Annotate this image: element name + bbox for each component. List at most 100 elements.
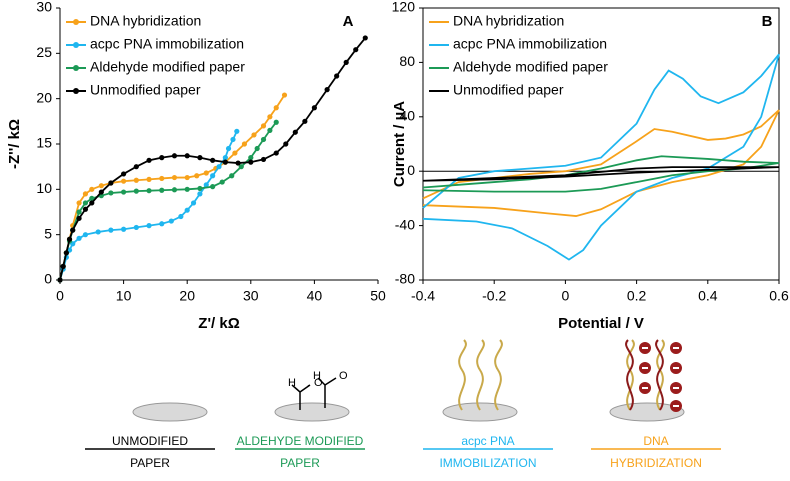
point (133, 188, 139, 194)
point (95, 229, 101, 235)
y-tick-label: 5 (44, 225, 52, 241)
legend-marker (73, 19, 79, 25)
diagram-label: acpc PNA (461, 434, 514, 448)
point (133, 164, 139, 170)
point (82, 200, 89, 206)
point (232, 150, 238, 156)
legend-marker (73, 88, 79, 94)
y-tick-label: 20 (36, 89, 52, 105)
point (146, 157, 152, 163)
point (66, 236, 73, 242)
diagram: H O H O (132, 339, 685, 422)
point (121, 226, 127, 232)
x-tick-label: -0.2 (482, 288, 506, 304)
x-tick-label: 50 (370, 288, 386, 304)
y-tick-label: 25 (36, 44, 52, 60)
point (283, 141, 289, 147)
point (260, 156, 267, 163)
series-line (59, 130, 238, 281)
point (171, 187, 178, 193)
point (108, 227, 114, 233)
legend-text: Aldehyde modified paper (90, 59, 245, 75)
x-tick-label: -0.4 (411, 288, 435, 304)
point (76, 209, 82, 215)
point (235, 160, 241, 166)
point (121, 171, 127, 177)
point (210, 184, 216, 190)
panel-label: A (343, 13, 354, 30)
point (260, 123, 267, 129)
point (219, 179, 225, 185)
point (76, 235, 82, 241)
diagram-label: HYBRIDIZATION (610, 456, 702, 470)
point (108, 190, 114, 196)
diagram-label: DNA (643, 434, 668, 448)
point (159, 175, 165, 182)
point (76, 200, 82, 206)
legend-text: Aldehyde modified paper (453, 59, 608, 75)
legend-text: Unmodified paper (453, 82, 564, 98)
series-line (422, 166, 780, 182)
disc (132, 402, 208, 422)
diagram-label: PAPER (130, 456, 170, 470)
point (57, 277, 63, 283)
point (98, 189, 104, 195)
point (171, 174, 178, 181)
x-tick-label: 0.4 (698, 288, 718, 304)
y-tick-label: -80 (395, 271, 415, 287)
point (146, 176, 152, 182)
atom: O (314, 377, 323, 389)
point (216, 164, 222, 170)
point (146, 223, 152, 229)
point (334, 73, 340, 79)
point (210, 173, 216, 179)
diagram-label: IMMOBILIZATION (439, 456, 536, 470)
panel-label: B (762, 13, 773, 30)
point (184, 186, 190, 192)
diagram-label: PAPER (280, 456, 320, 470)
point (197, 185, 203, 192)
point (89, 195, 95, 201)
point (267, 127, 273, 133)
point (203, 170, 209, 176)
point (82, 232, 89, 238)
y-tick-label: 120 (392, 0, 416, 15)
point (267, 114, 273, 120)
y-tick-label: 0 (44, 271, 52, 287)
minus-signs (642, 347, 679, 407)
point (184, 174, 190, 181)
point (197, 191, 203, 197)
point (82, 206, 89, 212)
point (222, 159, 228, 165)
point (203, 182, 209, 188)
pna-strands (458, 339, 503, 411)
legend-text: Unmodified paper (90, 82, 201, 98)
point (194, 173, 200, 179)
point (98, 183, 104, 189)
point (302, 118, 308, 124)
y-tick-label: -40 (395, 216, 415, 232)
point (254, 145, 260, 152)
point (168, 218, 174, 224)
point (121, 189, 127, 195)
legend-text: DNA hybridization (453, 13, 564, 29)
x-tick-label: 20 (179, 288, 195, 304)
point (292, 129, 298, 135)
point (273, 119, 279, 125)
point (311, 105, 317, 111)
series-line (422, 109, 780, 217)
point (184, 153, 190, 159)
point (89, 200, 95, 206)
point (171, 153, 178, 159)
disc (442, 402, 518, 422)
point (229, 173, 235, 179)
point (146, 188, 152, 194)
point (281, 92, 288, 98)
point (230, 136, 236, 143)
point (82, 191, 89, 197)
point (197, 155, 203, 161)
dna-strands (625, 339, 664, 411)
x-axis-title: Z'/ kΩ (198, 315, 239, 332)
legend-text: DNA hybridization (90, 13, 201, 29)
x-tick-label: 0 (562, 288, 570, 304)
